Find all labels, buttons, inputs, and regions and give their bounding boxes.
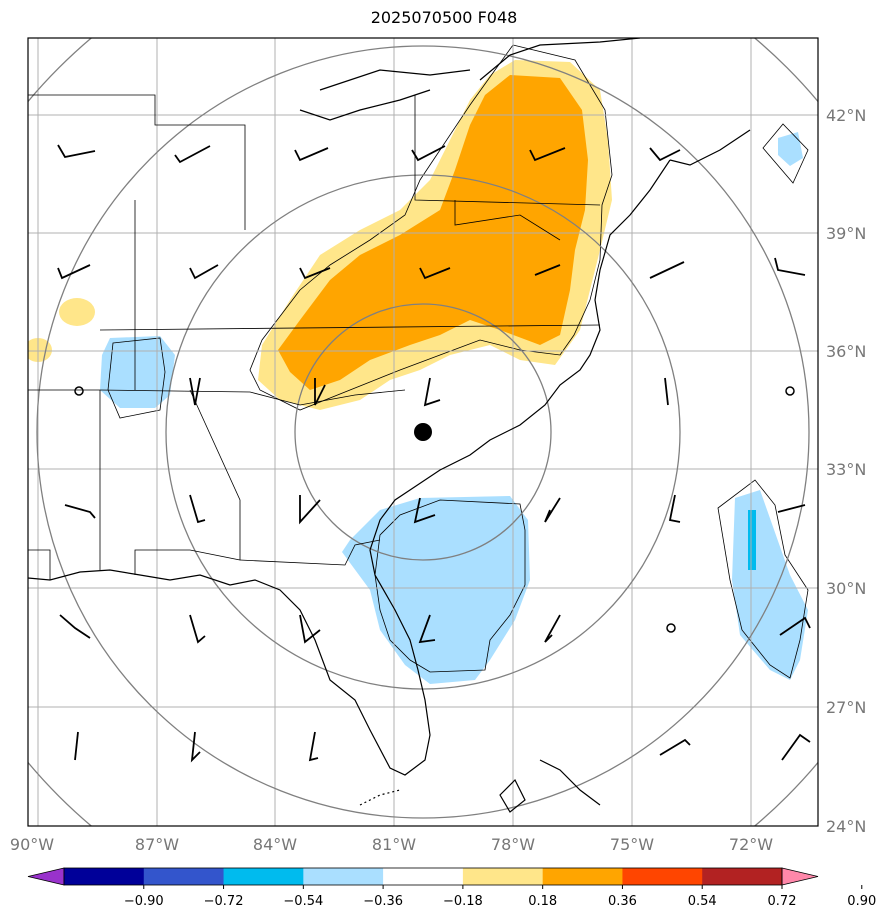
lon-tick-label: 90°W — [10, 835, 54, 854]
lat-tick-label: 36°N — [826, 342, 866, 361]
colorbar-tick-label: 0.54 — [688, 894, 717, 909]
lon-tick-label: 87°W — [135, 835, 179, 854]
lon-tick-label: 78°W — [491, 835, 535, 854]
colorbar-extend-high — [781, 867, 819, 886]
contour-blue-gulf — [342, 496, 530, 684]
calm-markers — [74, 386, 795, 633]
colorbar-tick-label: 0.90 — [847, 894, 876, 909]
colorbar: −0.90 −0.72 −0.54 −0.36 −0.18 0.18 0.36 0.54 0.7… — [27, 867, 876, 909]
lat-tick-label: 27°N — [826, 698, 866, 717]
colorbar-segment — [542, 868, 623, 885]
map-frame — [27, 37, 819, 827]
colorbar-segment — [383, 868, 464, 885]
colorbar-tick-label: 0.72 — [768, 894, 797, 909]
colorbar-tick-label: −0.18 — [443, 894, 483, 909]
lat-tick-label: 33°N — [826, 460, 866, 479]
lon-tick-label: 72°W — [729, 835, 773, 854]
wind-barbs — [57, 144, 811, 763]
lon-tick-label: 75°W — [610, 835, 654, 854]
lon-tick-label: 84°W — [253, 835, 297, 854]
lon-tick-label: 81°W — [372, 835, 416, 854]
lat-tick-label: 30°N — [826, 579, 866, 598]
colorbar-segment — [702, 868, 783, 885]
colorbar-tick-label: −0.90 — [124, 894, 164, 909]
colorbar-segment — [303, 868, 384, 885]
lat-tick-label: 42°N — [826, 106, 866, 125]
colorbar-segment — [64, 868, 145, 885]
colorbar-tick-label: 0.18 — [528, 894, 557, 909]
colorbar-segment — [223, 868, 304, 885]
colorbar-frame — [63, 867, 783, 886]
map-title: 2025070500 F048 — [370, 8, 518, 27]
lat-tick-labels: 24°N 27°N 30°N 33°N 36°N 39°N 42°N — [826, 106, 866, 836]
lat-tick-label: 39°N — [826, 224, 866, 243]
colorbar-tick-label: 0.36 — [608, 894, 637, 909]
colorbar-tick-label: −0.54 — [283, 894, 323, 909]
lat-tick-label: 24°N — [826, 817, 866, 836]
colorbar-tick-label: −0.72 — [204, 894, 244, 909]
colorbar-tick-label: −0.36 — [363, 894, 403, 909]
gridlines — [28, 38, 818, 826]
coastlines-borders — [28, 38, 751, 813]
colorbar-segment — [143, 868, 225, 885]
center-marker-dot — [414, 423, 432, 441]
colorbar-extend-low — [27, 867, 65, 886]
lon-tick-labels: 90°W 87°W 84°W 81°W 78°W 75°W 72°W — [10, 835, 773, 854]
state-borders — [28, 94, 601, 580]
colorbar-segment — [622, 868, 703, 885]
colorbar-segment — [462, 868, 544, 885]
